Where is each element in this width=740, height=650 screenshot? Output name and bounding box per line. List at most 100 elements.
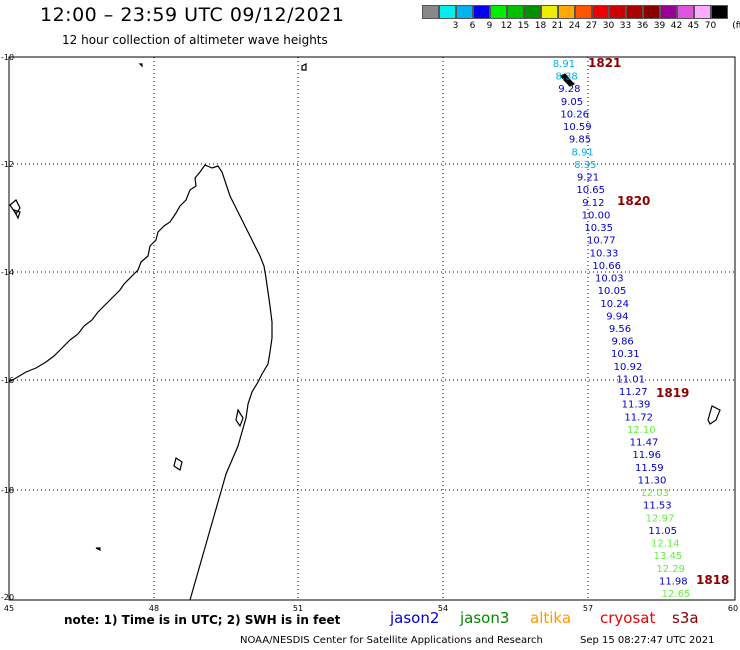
coast-detail-2 — [173, 457, 183, 471]
wave-height-value: 11.30 — [638, 475, 667, 486]
wave-height-value: 11.01 — [616, 374, 645, 385]
wave-height-value: 9.05 — [561, 97, 583, 108]
wave-height-value: 9.86 — [612, 337, 634, 348]
footer-note: note: 1) Time is in UTC; 2) SWH is in fe… — [64, 613, 341, 627]
legend-label: 12 — [500, 21, 513, 31]
wave-height-value: 10.35 — [584, 223, 613, 234]
legend-swatch — [507, 5, 524, 19]
legend-swatch — [592, 5, 609, 19]
wave-height-value: 11.96 — [632, 450, 661, 461]
pass-label: 1818 — [696, 573, 729, 587]
satellite-label-jason3: jason3 — [460, 609, 510, 627]
latitude-label: -18 — [1, 486, 14, 495]
satellite-label-s3a: s3a — [672, 609, 699, 627]
map-title: 12:00 – 23:59 UTC 09/12/2021 — [40, 4, 345, 26]
color-legend — [422, 5, 728, 19]
wave-height-value: 11.59 — [635, 463, 664, 474]
wave-height-value: 11.53 — [643, 501, 672, 512]
legend-swatch — [677, 5, 694, 19]
wave-height-value: 10.03 — [595, 274, 624, 285]
pass-label: 1820 — [617, 194, 650, 208]
wave-height-value: 10.24 — [600, 299, 629, 310]
latitude-label: -20 — [1, 593, 14, 602]
wave-height-value: 9.94 — [606, 311, 628, 322]
island-small-2 — [138, 63, 143, 68]
legend-label: 33 — [619, 21, 632, 31]
wave-height-value: 9.56 — [609, 324, 631, 335]
wave-height-value: 10.65 — [576, 185, 605, 196]
wave-height-value: 10.59 — [563, 122, 592, 133]
wave-height-value: 12.03 — [640, 488, 669, 499]
timestamp-text: Sep 15 08:27:47 UTC 2021 — [580, 635, 715, 646]
mauritius-islet — [560, 73, 576, 87]
credit-text: NOAA/NESDIS Center for Satellite Applica… — [240, 635, 543, 646]
legend-swatch — [439, 5, 456, 19]
wave-height-value: 10.26 — [560, 109, 589, 120]
wave-height-value: 10.92 — [614, 362, 643, 373]
legend-label: 30 — [602, 21, 615, 31]
legend-label: 15 — [517, 21, 530, 31]
longitude-label: 45 — [4, 604, 14, 613]
legend-swatch — [558, 5, 575, 19]
wave-height-value: 10.66 — [592, 261, 621, 272]
wave-height-value: 12.29 — [656, 564, 685, 575]
latitude-labels: -10 -12 -14 -16 -18 -20 — [1, 53, 14, 602]
legend-unit: (ft) — [732, 21, 740, 31]
longitude-label: 57 — [583, 604, 593, 613]
legend-label: 21 — [551, 21, 564, 31]
legend-label: 39 — [653, 21, 666, 31]
legend-swatch — [660, 5, 677, 19]
latitude-label: -10 — [1, 53, 14, 62]
island-small-3 — [95, 547, 101, 551]
wave-height-value: 11.47 — [630, 438, 659, 449]
wave-height-value: 11.05 — [648, 526, 677, 537]
satellite-label-altika: altika — [530, 609, 572, 627]
wave-height-value: 9.28 — [558, 84, 580, 95]
reunion-island — [707, 405, 721, 425]
map-subtitle: 12 hour collection of altimeter wave hei… — [62, 33, 328, 47]
wave-height-value: 10.00 — [582, 210, 611, 221]
madagascar-coastline — [8, 164, 213, 383]
map-frame — [8, 56, 736, 601]
wave-height-value: 9.85 — [569, 135, 591, 146]
pass-labels: 1821 1820 1819 1818 — [588, 56, 729, 587]
wave-height-value: 11.98 — [659, 576, 688, 587]
legend-label: 24 — [568, 21, 581, 31]
longitude-label: 60 — [728, 604, 738, 613]
wave-height-value: 8.35 — [574, 160, 596, 171]
wave-height-value: 8.91 — [553, 59, 575, 70]
wave-height-value: 13.45 — [654, 551, 683, 562]
legend-swatch — [609, 5, 626, 19]
legend-swatch — [490, 5, 507, 19]
island-nw-2 — [12, 208, 21, 220]
legend-label: 45 — [687, 21, 700, 31]
coastlines — [8, 63, 721, 601]
graticule — [9, 57, 735, 600]
wave-height-value: 11.72 — [624, 412, 653, 423]
legend-swatch — [711, 5, 728, 19]
legend-swatch — [575, 5, 592, 19]
legend-swatch — [694, 5, 711, 19]
satellite-label-jason2: jason2 — [390, 609, 440, 627]
legend-swatch — [422, 5, 439, 19]
wave-height-value: 11.39 — [622, 400, 651, 411]
legend-swatch — [626, 5, 643, 19]
longitude-label: 51 — [293, 604, 303, 613]
island-small-1 — [301, 63, 307, 71]
satellite-label-cryosat: cryosat — [600, 609, 656, 627]
wave-height-value: 10.05 — [598, 286, 627, 297]
legend-label: 27 — [585, 21, 598, 31]
pass-label: 1819 — [656, 386, 689, 400]
wave-height-value: 12.65 — [662, 589, 691, 600]
longitude-label: 48 — [149, 604, 159, 613]
legend-label: 18 — [534, 21, 547, 31]
wave-height-value: 12.97 — [646, 513, 675, 524]
legend-swatch — [456, 5, 473, 19]
legend-label: 3 — [452, 21, 459, 31]
latitude-label: -14 — [1, 268, 14, 277]
legend-swatch — [541, 5, 558, 19]
wave-height-values: 8.918.389.289.0510.2610.599.858.918.359.… — [553, 59, 690, 600]
wave-height-value: 8.91 — [572, 147, 594, 158]
wave-height-value: 12.10 — [627, 425, 656, 436]
